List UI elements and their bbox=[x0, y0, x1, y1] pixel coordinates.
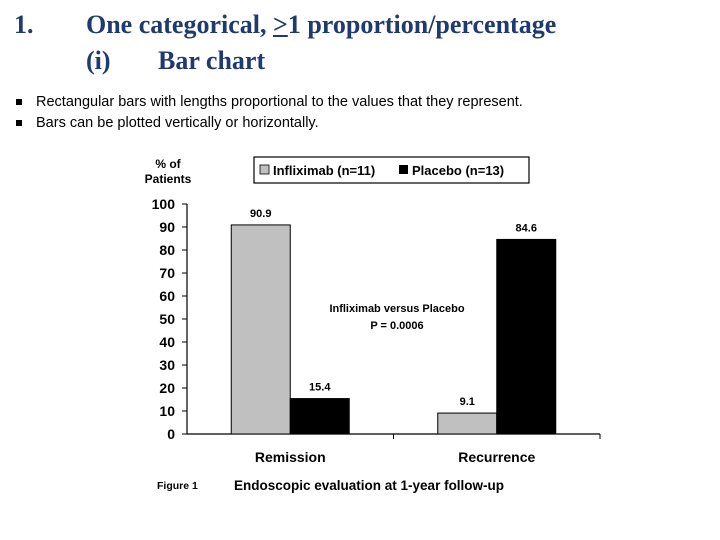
annotation-line1: Infliximab versus Placebo bbox=[329, 303, 464, 315]
bullet-text: Bars can be plotted vertically or horizo… bbox=[36, 115, 319, 131]
bar-value-label: 15.4 bbox=[309, 382, 331, 394]
title-number: 1. bbox=[14, 10, 34, 39]
bar bbox=[496, 238, 557, 435]
annotation-line2: P = 0.0006 bbox=[370, 320, 423, 332]
bullet-item: Bars can be plotted vertically or horizo… bbox=[14, 113, 523, 134]
y-tick-label: 80 bbox=[159, 242, 175, 258]
title-line1: One categorical, >1 proportion/percentag… bbox=[86, 10, 556, 40]
bullet-square-icon bbox=[16, 99, 22, 105]
bullet-square-icon bbox=[16, 120, 22, 126]
bar bbox=[437, 412, 498, 435]
legend: Infliximab (n=11) Placebo (n=13) bbox=[253, 156, 530, 184]
bullet-list: Rectangular bars with lengths proportion… bbox=[14, 92, 523, 134]
y-tick-label: 0 bbox=[167, 426, 175, 442]
x-category-label: Recurrence bbox=[458, 449, 535, 465]
bar-value-label: 9.1 bbox=[460, 396, 475, 408]
figure-label: Figure 1 bbox=[157, 480, 198, 492]
y-axis-label-line2: Patients bbox=[145, 172, 192, 186]
bullet-text: Rectangular bars with lengths proportion… bbox=[36, 94, 523, 110]
legend-box bbox=[253, 156, 530, 184]
subtitle-text: Bar chart bbox=[158, 46, 266, 75]
figure-caption: Endoscopic evaluation at 1-year follow-u… bbox=[234, 478, 504, 493]
title-ge-symbol: > bbox=[273, 10, 288, 39]
legend-swatch-infliximab bbox=[259, 164, 270, 175]
legend-label-placebo: Placebo (n=13) bbox=[412, 163, 504, 178]
y-tick-label: 20 bbox=[159, 380, 175, 396]
axes: 0 10 20 30 40 50 60 70 80 90 100 Remission Recurrenc… bbox=[152, 196, 601, 465]
y-tick-label: 90 bbox=[159, 219, 175, 235]
bar-value-label: 90.9 bbox=[250, 208, 271, 220]
y-tick-label: 50 bbox=[159, 311, 175, 327]
y-tick-label: 70 bbox=[159, 265, 175, 281]
x-category-label: Remission bbox=[255, 449, 326, 465]
y-tick-label: 30 bbox=[159, 357, 175, 373]
legend-swatch-placebo bbox=[399, 165, 408, 174]
title-text: One categorical, bbox=[86, 10, 273, 39]
subtitle-number: (i) bbox=[86, 46, 111, 75]
y-tick-label: 60 bbox=[159, 288, 175, 304]
y-tick-label: 100 bbox=[152, 196, 176, 212]
y-tick-label: 40 bbox=[159, 334, 175, 350]
legend-label-infliximab: Infliximab (n=11) bbox=[273, 163, 375, 178]
bullet-item: Rectangular bars with lengths proportion… bbox=[14, 92, 523, 113]
y-tick-label: 10 bbox=[159, 403, 175, 419]
title-text-end: 1 proportion/percentage bbox=[287, 10, 557, 39]
bar bbox=[289, 398, 350, 435]
bar bbox=[230, 224, 291, 435]
bars: 90.9 15.4 9.1 84.6 bbox=[230, 208, 557, 435]
y-axis-label-line1: % of bbox=[155, 157, 181, 171]
bar-value-label: 84.6 bbox=[516, 222, 537, 234]
